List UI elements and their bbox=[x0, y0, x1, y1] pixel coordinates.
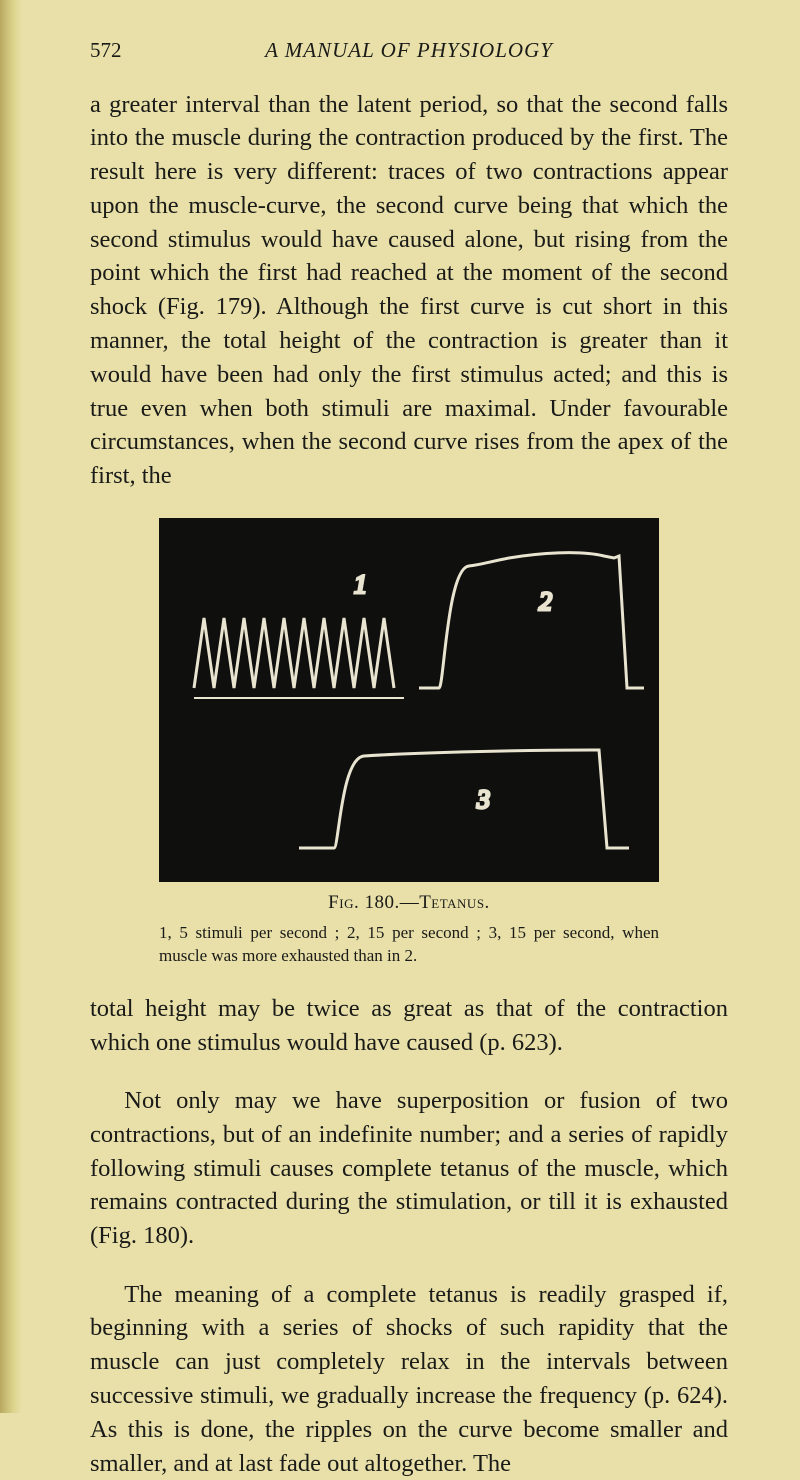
paragraph-1: a greater interval than the latent perio… bbox=[90, 88, 728, 494]
trace-1 bbox=[194, 618, 394, 688]
figure-label-2: 2 bbox=[539, 587, 552, 616]
figure-label-1: 1 bbox=[354, 570, 367, 599]
figure-180: 1 2 3 Fig. 180.—Tetanus. 1, 5 bbox=[159, 518, 659, 968]
trace-2 bbox=[419, 552, 644, 687]
trace-3 bbox=[299, 750, 629, 848]
page: 572 A MANUAL OF PHYSIOLOGY a greater int… bbox=[0, 0, 800, 1413]
page-header: 572 A MANUAL OF PHYSIOLOGY bbox=[90, 38, 728, 63]
paragraph-3: Not only may we have superposition or fu… bbox=[90, 1084, 728, 1253]
figure-note: 1, 5 stimuli per second ; 2, 15 per seco… bbox=[159, 922, 659, 968]
figure-label-3: 3 bbox=[476, 785, 490, 814]
tetanus-traces-svg: 1 2 3 bbox=[159, 518, 659, 882]
paragraph-4: The meaning of a complete tetanus is rea… bbox=[90, 1278, 728, 1480]
running-title: A MANUAL OF PHYSIOLOGY bbox=[90, 38, 728, 63]
paragraph-2: total height may be twice as great as th… bbox=[90, 992, 728, 1060]
figure-caption: Fig. 180.—Tetanus. bbox=[159, 892, 659, 914]
figure-image: 1 2 3 bbox=[159, 518, 659, 882]
